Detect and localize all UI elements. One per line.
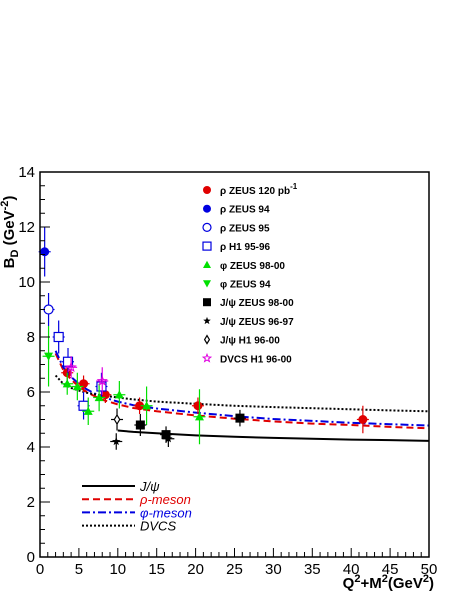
legend-line-label-2: φ-meson [140, 505, 192, 520]
point-2-0 [43, 304, 54, 315]
legend-label-6: J/ψ ZEUS 98-00 [220, 298, 294, 309]
point-4-4 [114, 390, 124, 399]
point-6-0 [135, 420, 145, 430]
y-axis-label-sup: -2 [0, 201, 11, 211]
x-axis-label-sup3: 2 [423, 573, 429, 585]
x-axis-label-sup2: 2 [382, 573, 388, 585]
y-tick-label-5: 10 [18, 274, 35, 291]
curve-3 [54, 374, 430, 413]
x-tick-label-4: 20 [187, 561, 204, 578]
point-9-1 [96, 375, 108, 386]
point-4-3 [94, 393, 104, 402]
y-tick-label-2: 4 [27, 439, 35, 456]
y-tick-label-7: 14 [18, 164, 35, 181]
legend-marker-8 [203, 334, 211, 345]
legend-marker-4 [203, 260, 211, 268]
x-axis-label-unit: (GeV [388, 575, 423, 592]
x-tick-label-6: 30 [265, 561, 282, 578]
x-axis-label-main: Q [343, 575, 355, 592]
legend-label-3: ρ H1 95-96 [220, 242, 271, 253]
point-6-2 [235, 413, 245, 423]
y-tick-label-6: 12 [18, 219, 35, 236]
legend-marker-5 [203, 280, 211, 288]
x-tick-label-0: 0 [36, 561, 44, 578]
point-9-0 [65, 361, 77, 373]
point-4-5 [142, 401, 152, 410]
y-axis-label: BD (GeV-2) [0, 196, 21, 269]
x-tick-label-10: 50 [421, 561, 438, 578]
y-axis-label-unit: (GeV [1, 210, 18, 249]
y-axis-label-main: B [1, 257, 18, 268]
y-axis-label-sub: D [9, 250, 21, 258]
legend-label-2: ρ ZEUS 95 [220, 223, 270, 234]
legend-label-0: ρ ZEUS 120 pb-1 [220, 182, 298, 197]
x-axis-label: Q2+M2(GeV2) [343, 573, 434, 592]
point-7-1 [164, 434, 173, 443]
legend-label-1: ρ ZEUS 94 [220, 205, 270, 216]
point-7-0 [112, 437, 121, 446]
x-axis-label-mid: +M [360, 575, 381, 592]
x-tick-label-9: 45 [382, 561, 399, 578]
point-0-4 [193, 401, 203, 411]
legend-marker-9 [201, 352, 213, 363]
legend-marker-7 [203, 316, 211, 325]
legend-label-9: DVCS H1 96-00 [220, 354, 292, 365]
point-3-3 [96, 381, 107, 392]
x-tick-label-3: 15 [148, 561, 165, 578]
point-4-1 [72, 382, 82, 391]
point-0-3 [135, 401, 145, 411]
x-tick-label-7: 35 [304, 561, 321, 578]
data-points [38, 227, 369, 450]
x-tick-label-1: 5 [75, 561, 83, 578]
legend-label-4: φ ZEUS 98-00 [220, 261, 285, 272]
y-tick-label-3: 6 [27, 384, 35, 401]
legend-marker-6 [203, 298, 211, 307]
curve-2 [54, 350, 430, 427]
point-4-2 [83, 406, 93, 415]
legend-marker-0 [203, 186, 211, 194]
legend-line-label-1: ρ-meson [139, 492, 191, 507]
x-tick-label-8: 40 [343, 561, 360, 578]
point-8-0 [113, 413, 121, 426]
y-axis-label-close: ) [1, 196, 18, 201]
point-4-6 [194, 412, 204, 421]
curve-0 [117, 429, 430, 442]
point-5-0 [44, 352, 54, 361]
legend-marker-1 [203, 204, 211, 213]
legend-label-sup-0: -1 [290, 182, 298, 191]
x-axis-label-close: ) [429, 575, 434, 592]
legend-line-label-3: DVCS [140, 519, 176, 534]
legend-marker-2 [202, 222, 212, 232]
x-tick-label-2: 10 [109, 561, 126, 578]
legend-label-5: φ ZEUS 94 [220, 280, 271, 291]
legend-label-8: J/ψ H1 96-00 [220, 336, 280, 347]
x-tick-label-5: 25 [226, 561, 243, 578]
y-tick-label-0: 0 [27, 549, 35, 566]
y-tick-label-4: 8 [27, 329, 35, 346]
marker-legend: ρ ZEUS 120 pb-1 ρ ZEUS 94 ρ ZEUS 95 ρ H1 95… [201, 182, 298, 365]
point-0-5 [358, 415, 368, 424]
legend-marker-3 [202, 241, 212, 251]
point-4-0 [62, 379, 72, 388]
axis-ticks: 0 5 10 15 20 25 30 35 40 45 50 0 2 4 6 8 10 12 14 [18, 164, 437, 578]
legend-label-7: J/ψ ZEUS 96-97 [220, 317, 294, 328]
x-axis-label-sup1: 2 [354, 573, 360, 585]
point-3-2 [78, 400, 89, 411]
point-6-1 [161, 430, 171, 440]
y-tick-label-1: 2 [27, 494, 35, 511]
legend-line-label-0: J/ψ [139, 479, 160, 494]
point-3-0 [53, 331, 64, 343]
